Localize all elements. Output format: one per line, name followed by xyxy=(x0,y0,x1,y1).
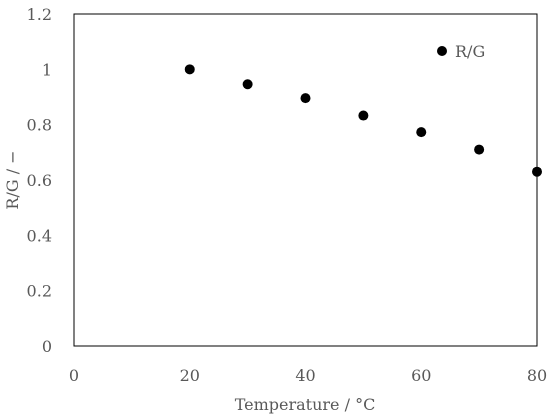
legend-marker xyxy=(437,46,447,56)
x-tick-label: 20 xyxy=(180,366,200,385)
x-tick-label: 0 xyxy=(69,366,79,385)
data-point xyxy=(358,110,369,121)
y-tick-label: 0.4 xyxy=(27,226,52,245)
x-axis-ticks: 0 20 40 60 80 xyxy=(69,366,547,385)
data-point xyxy=(242,79,253,90)
data-point xyxy=(474,144,485,155)
y-tick-label: 1.2 xyxy=(27,5,52,24)
plot-area xyxy=(73,13,538,347)
y-axis-ticks: 0 0.2 0.4 0.6 0.8 1 1.2 xyxy=(27,5,52,356)
y-tick-label: 0.2 xyxy=(27,282,52,301)
x-tick-label: 60 xyxy=(411,366,431,385)
y-axis-title: R/G / − xyxy=(3,150,22,209)
data-points xyxy=(184,64,542,177)
x-tick-label: 80 xyxy=(527,366,547,385)
data-point xyxy=(416,127,427,138)
x-tick-label: 40 xyxy=(295,366,315,385)
data-point xyxy=(532,166,542,177)
y-tick-label: 1 xyxy=(42,60,52,79)
legend: R/G xyxy=(437,42,485,61)
data-point xyxy=(300,93,311,104)
y-tick-label: 0 xyxy=(42,337,52,356)
x-axis-title: Temperature / °C xyxy=(235,395,376,414)
y-tick-label: 0.6 xyxy=(27,171,52,190)
data-point xyxy=(184,64,195,75)
legend-label: R/G xyxy=(455,42,485,61)
y-tick-label: 0.8 xyxy=(27,116,52,135)
